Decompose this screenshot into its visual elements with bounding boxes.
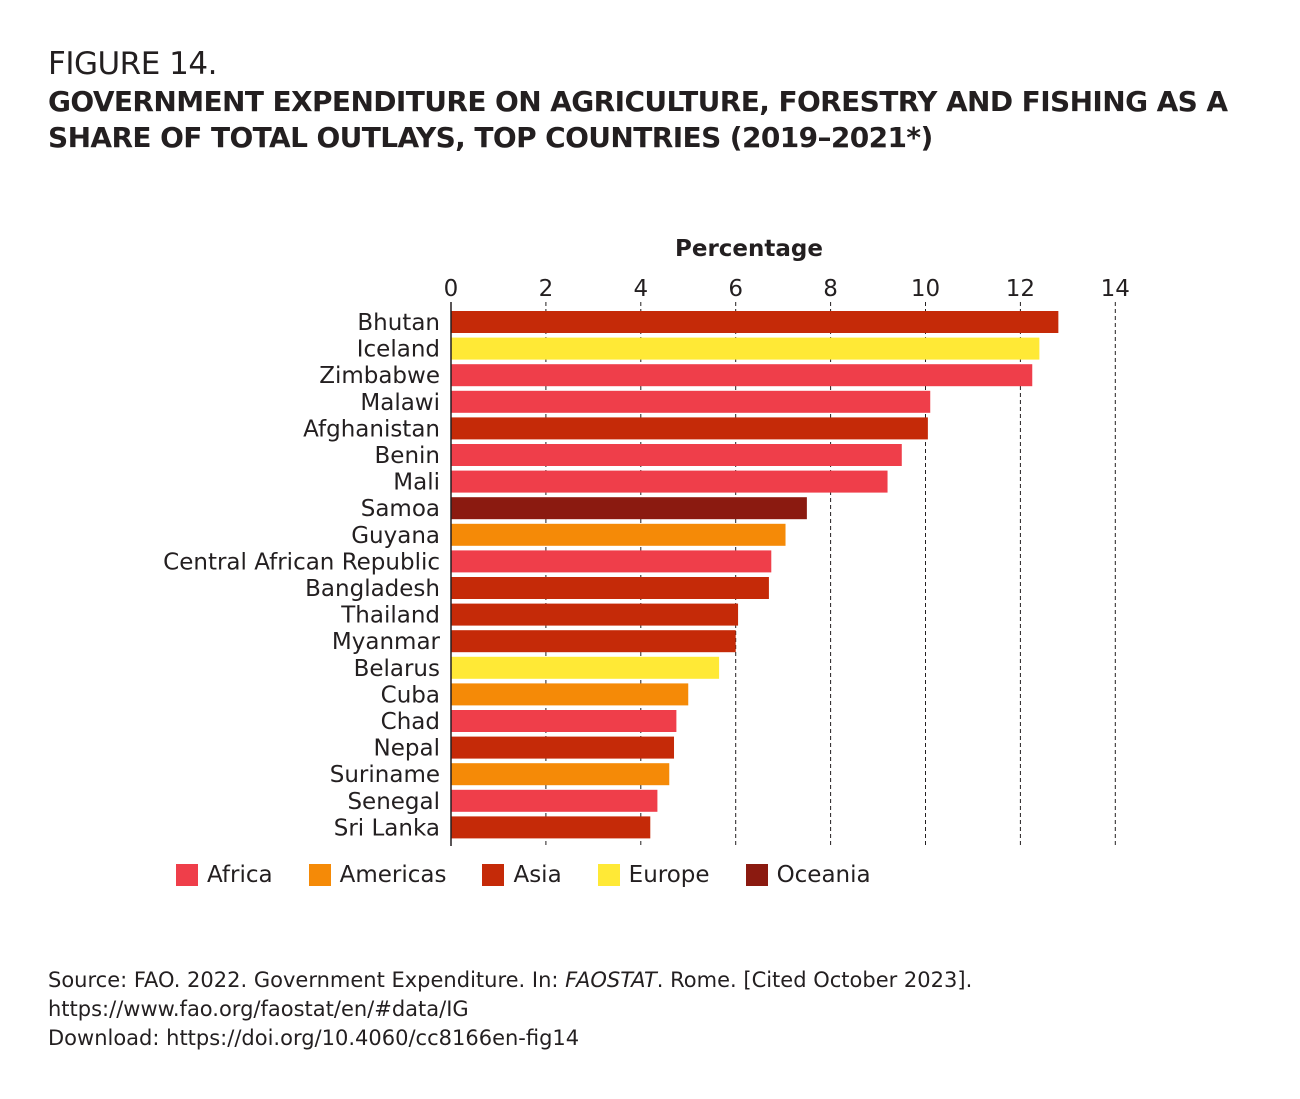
source-line: Source: FAO. 2022. Government Expenditur… [48,966,972,995]
x-tick-label: 12 [1006,276,1035,302]
bar [451,630,736,653]
bar [451,497,807,520]
category-label: Bhutan [357,310,440,336]
bar [451,550,772,573]
bar-chart: Percentage 0 2 4 6 8 10 12 14 BhutanIcelandZimb… [163,236,1130,846]
bar [451,763,670,786]
source-note: Source: FAO. 2022. Government Expenditur… [48,966,972,1053]
category-label: Nepal [374,736,440,762]
legend-item: Americas [308,862,447,888]
source-publication: FAOSTAT [565,968,657,992]
legend-swatch [482,864,505,886]
bar [451,337,1040,360]
category-label: Afghanistan [303,416,440,442]
x-tick-label: 4 [633,276,648,302]
bar [451,789,658,812]
category-label: Zimbabwe [319,363,440,389]
source-suffix: . Rome. [Cited October 2023]. [656,968,973,992]
legend-item: Africa [176,862,273,888]
x-tick-label: 10 [911,276,940,302]
category-label: Bangladesh [305,576,440,602]
bar [451,710,677,732]
bar [451,816,651,839]
category-label: Malawi [360,390,440,416]
legend-label: Asia [513,862,562,888]
bar [451,470,888,493]
bar [451,417,928,440]
category-label: Central African Republic [163,549,440,575]
category-label: Iceland [357,337,440,363]
category-label: Chad [381,709,440,735]
legend-swatch [597,864,620,886]
legend-item: Oceania [745,862,871,888]
category-label: Thailand [340,603,440,629]
x-tick-label: 0 [444,276,459,302]
category-label: Myanmar [332,629,441,655]
figure-label: FIGURE 14. [48,46,217,82]
x-tick-label: 6 [728,276,743,302]
category-label: Mali [393,470,440,496]
category-label: Guyana [351,523,440,549]
figure-title: GOVERNMENT EXPENDITURE ON AGRICULTURE, F… [48,85,1228,154]
x-axis-label: Percentage [675,236,823,262]
category-label: Sri Lanka [334,815,440,841]
category-label: Suriname [330,762,440,788]
legend-swatch [745,864,768,886]
x-tick-label: 14 [1101,276,1130,302]
bar [451,656,720,679]
legend-label: Africa [207,862,273,888]
legend-label: Europe [628,862,710,888]
bar [451,736,675,759]
legend-item: Europe [597,862,710,888]
legend: Africa Americas Asia Europe Oceania [176,862,907,888]
category-label: Belarus [354,656,440,682]
x-tick-label: 2 [539,276,554,302]
bar [451,683,689,706]
legend-item: Asia [482,862,562,888]
legend-swatch [176,864,198,886]
bars [451,311,1059,839]
category-label: Senegal [347,789,440,815]
download-link: Download: https://doi.org/10.4060/cc8166… [48,1026,580,1050]
category-labels: BhutanIcelandZimbabweMalawiAfghanistanBe… [163,310,440,841]
legend-label: Americas [339,862,447,888]
bar [451,444,902,466]
category-label: Benin [375,443,440,469]
source-url: https://www.fao.org/faostat/en/#data/IG [48,997,469,1021]
legend-swatch [308,864,331,886]
bar [451,311,1059,333]
x-tick-labels: 0 2 4 6 8 10 12 14 [444,276,1130,302]
category-label: Samoa [361,496,440,522]
bar [451,390,931,413]
bar [451,577,769,599]
bar [451,523,786,546]
category-label: Cuba [381,682,440,708]
bar [451,603,739,626]
x-tick-label: 8 [823,276,838,302]
bar [451,364,1033,387]
legend-label: Oceania [776,862,871,888]
source-prefix: Source: FAO. 2022. Government Expenditur… [48,968,566,992]
